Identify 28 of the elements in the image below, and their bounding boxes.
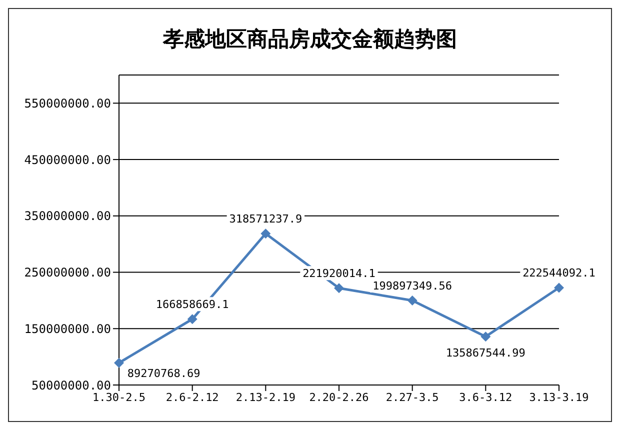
- x-tick-label: 2.13-2.19: [236, 390, 296, 404]
- x-tick-label: 3.6-3.12: [459, 390, 512, 404]
- y-tick-label: 50000000.00: [32, 378, 111, 392]
- y-tick-label: 450000000.00: [24, 152, 111, 167]
- x-tick-label: 2.27-3.5: [386, 390, 439, 404]
- data-label: 221920014.1: [302, 267, 376, 280]
- data-label: 89270768.69: [127, 366, 200, 380]
- y-tick-label: 350000000.00: [24, 209, 111, 224]
- chart-title: 孝感地区商品房成交金额趋势图: [162, 25, 458, 53]
- x-tick-label: 2.6-2.12: [166, 390, 219, 404]
- point: [187, 314, 198, 324]
- data-label: 199897349.56: [372, 280, 452, 293]
- point: [407, 296, 418, 306]
- x-tick-label: 1.30-2.5: [92, 390, 146, 404]
- point: [334, 283, 344, 294]
- x-tick-label: 2.20-2.26: [309, 390, 369, 404]
- point: [480, 332, 491, 342]
- y-tick-label: 550000000.00: [24, 96, 111, 110]
- point: [554, 282, 564, 293]
- data-label: 166858669.1: [156, 298, 229, 312]
- x-tick-label: 3.13-3.19: [529, 390, 589, 404]
- y-tick-label: 250000000.00: [24, 266, 111, 280]
- data-label: 222544092.1: [522, 266, 596, 280]
- point: [260, 228, 271, 239]
- y-tick-label: 150000000.00: [24, 322, 111, 336]
- point: [114, 358, 124, 368]
- data-label: 318571237.9: [229, 212, 302, 226]
- data-label: 135867544.99: [446, 346, 526, 360]
